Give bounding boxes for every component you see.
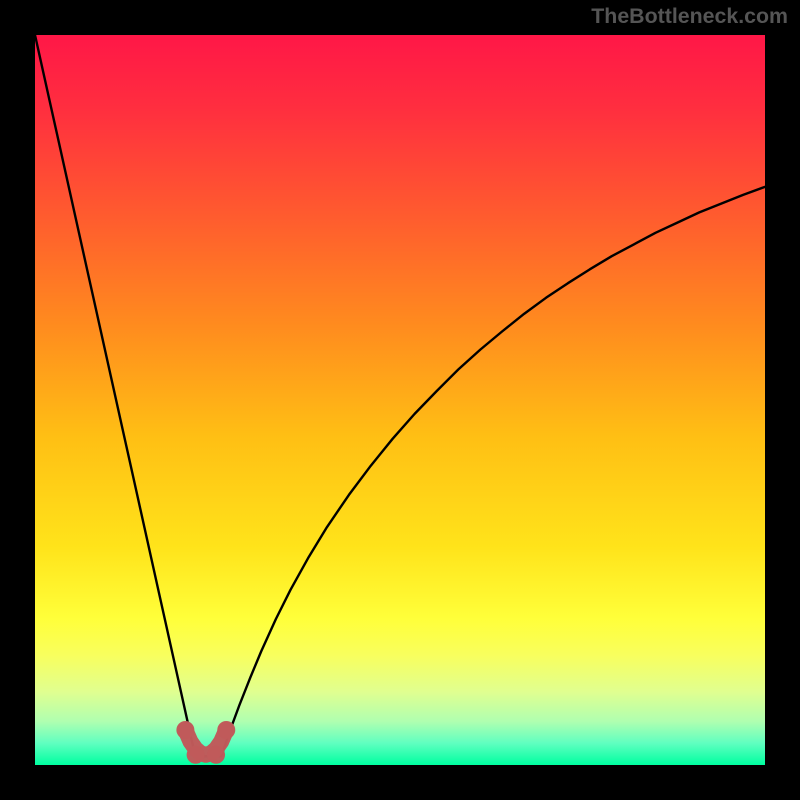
chart-container: TheBottleneck.com — [0, 0, 800, 800]
attribution-label: TheBottleneck.com — [591, 4, 788, 29]
bottleneck-chart — [0, 0, 800, 800]
